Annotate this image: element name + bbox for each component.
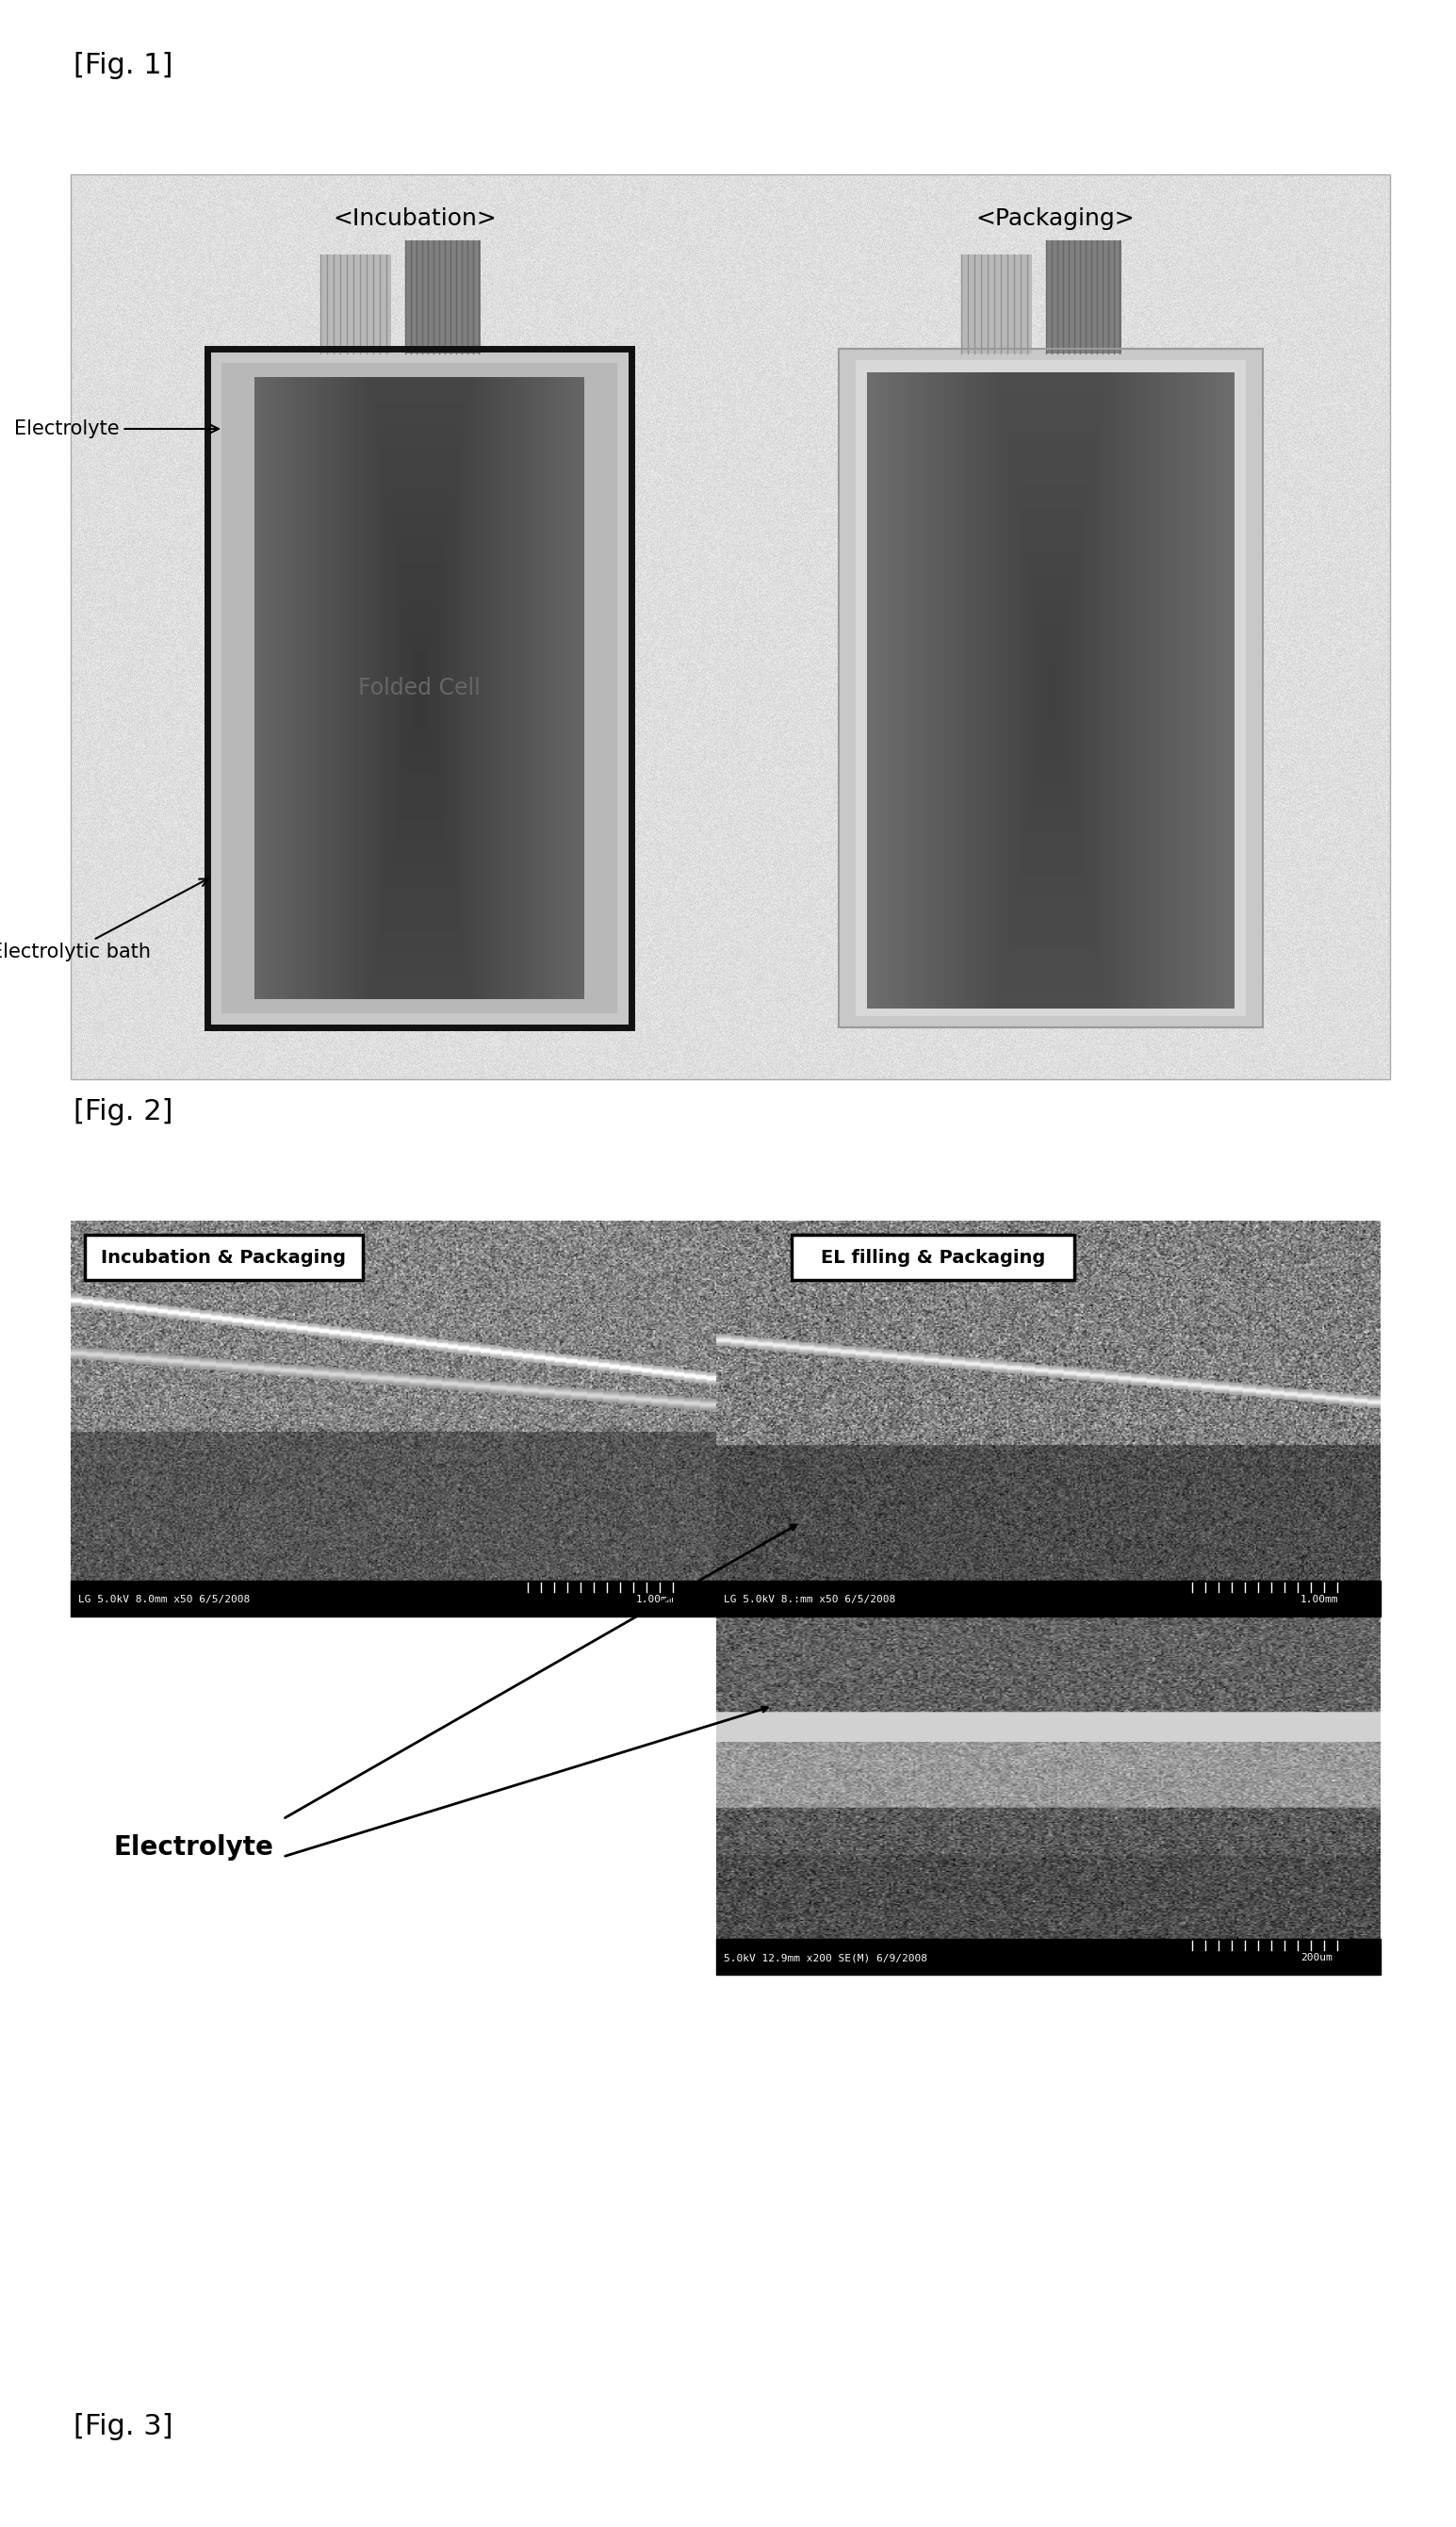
Text: LG 5.0kV 8.0mm x50 6/5/2008: LG 5.0kV 8.0mm x50 6/5/2008 xyxy=(79,1595,250,1605)
Text: [Fig. 3]: [Fig. 3] xyxy=(73,2413,173,2441)
Bar xyxy=(207,349,632,1028)
Bar xyxy=(84,1236,363,1281)
Bar xyxy=(856,359,1246,1016)
Text: Electrolytic bath: Electrolytic bath xyxy=(0,879,208,960)
Text: 1.00mm: 1.00mm xyxy=(1300,1595,1338,1605)
Bar xyxy=(839,349,1262,1028)
Text: <Incubation>: <Incubation> xyxy=(333,207,496,230)
Bar xyxy=(961,255,1032,354)
Text: EL filling & Packaging: EL filling & Packaging xyxy=(821,1248,1045,1266)
Text: 1.00mm: 1.00mm xyxy=(636,1595,674,1605)
Bar xyxy=(792,1236,1075,1281)
Text: Electrolyte: Electrolyte xyxy=(15,419,218,437)
Bar xyxy=(1045,240,1121,354)
Bar xyxy=(320,255,392,354)
Text: 200um: 200um xyxy=(1300,1953,1332,1963)
Text: Folded Cell: Folded Cell xyxy=(358,677,480,700)
Text: 5.0kV 12.9mm x200 SE(M) 6/9/2008: 5.0kV 12.9mm x200 SE(M) 6/9/2008 xyxy=(724,1953,927,1963)
Text: LG 5.0kV 8.:mm x50 6/5/2008: LG 5.0kV 8.:mm x50 6/5/2008 xyxy=(724,1595,895,1605)
Text: [Fig. 2]: [Fig. 2] xyxy=(73,1099,173,1125)
Text: Electrolyte: Electrolyte xyxy=(114,1835,274,1860)
Text: <Packaging>: <Packaging> xyxy=(976,207,1134,230)
Text: Incubation & Packaging: Incubation & Packaging xyxy=(100,1248,347,1266)
Bar xyxy=(207,349,632,1028)
Bar xyxy=(71,174,1390,1079)
Bar xyxy=(405,240,480,354)
Bar xyxy=(839,349,1262,1028)
Text: [Fig. 1]: [Fig. 1] xyxy=(73,53,173,78)
